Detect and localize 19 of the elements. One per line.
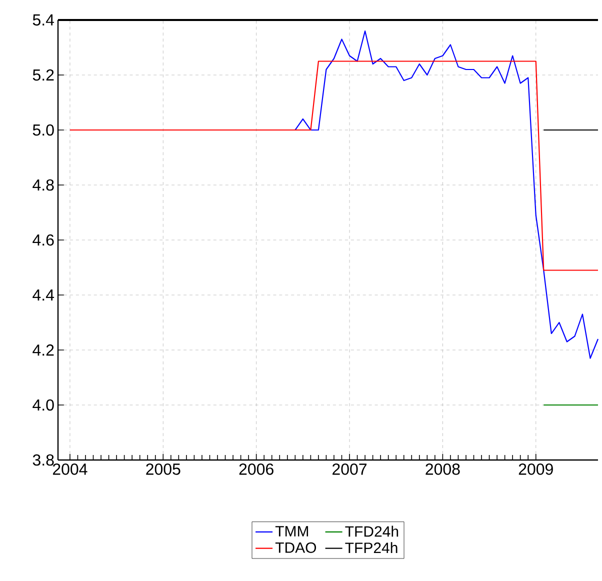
y-tick-label: 5.2: [32, 69, 54, 81]
x-tick-label: 2006: [239, 464, 274, 475]
legend-label: TDAO: [275, 542, 316, 553]
legend-label: TFD24h: [345, 526, 398, 537]
x-tick-label: 2005: [146, 464, 180, 475]
y-tick-label: 4.4: [32, 289, 54, 301]
y-tick-label: 4.8: [32, 179, 54, 191]
y-tick-label: 4.0: [32, 399, 54, 411]
y-tick-label: 5.0: [32, 124, 54, 136]
y-tick-label: 5.4: [32, 14, 54, 26]
x-tick-label: 2008: [426, 464, 460, 475]
x-tick-label: 2007: [332, 464, 366, 475]
legend-label: TMM: [275, 526, 308, 536]
x-tick-label: 2004: [52, 464, 88, 475]
legend-label: TFP24h: [345, 542, 398, 554]
y-tick-label: 4.2: [32, 344, 54, 356]
y-tick-label: 4.6: [32, 234, 54, 246]
x-tick-label: 2009: [518, 464, 553, 475]
y-tick-label: 3.8: [32, 454, 54, 466]
